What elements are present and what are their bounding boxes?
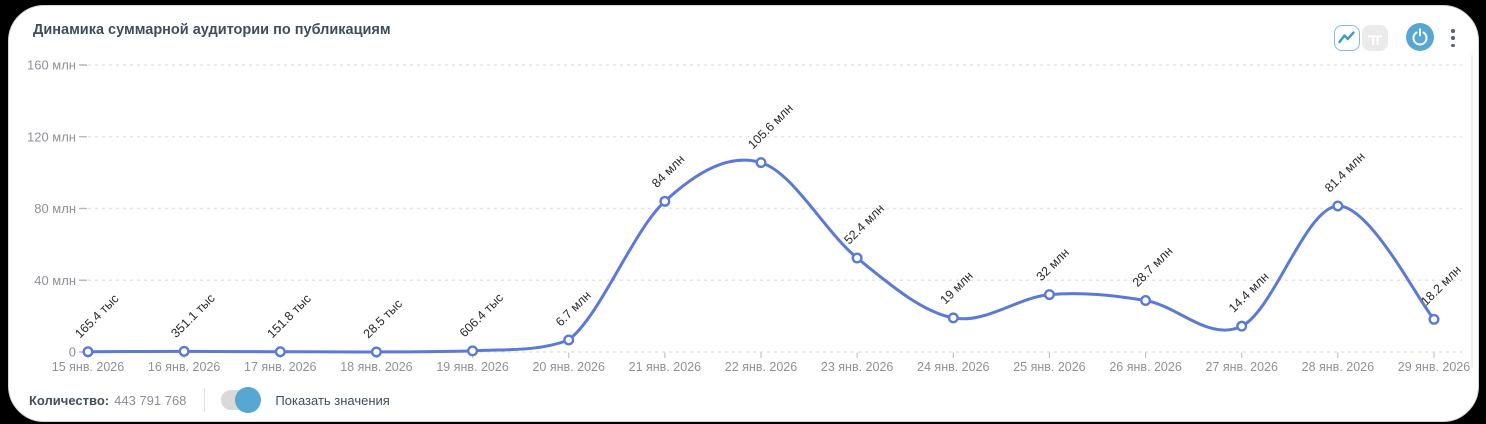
power-button[interactable] [1406, 23, 1434, 51]
data-point[interactable] [370, 346, 382, 358]
data-point[interactable] [1236, 320, 1248, 332]
x-axis-label: 20 янв. 2026 [532, 360, 604, 374]
toggle-knob [235, 387, 262, 413]
data-point-label: 351.1 тыс [168, 291, 217, 340]
x-axis-label: 16 янв. 2026 [148, 360, 220, 374]
data-point[interactable] [274, 346, 286, 358]
x-axis-label: 26 янв. 2026 [1109, 360, 1181, 374]
data-point-label: 18.2 млн [1418, 263, 1464, 309]
kebab-dot [1451, 29, 1455, 33]
x-axis-label: 17 янв. 2026 [244, 360, 316, 374]
data-point[interactable] [178, 345, 190, 357]
x-axis-label: 19 янв. 2026 [436, 360, 508, 374]
x-axis-label: 15 янв. 2026 [52, 360, 124, 374]
y-axis-label: 160 млн [27, 58, 76, 73]
data-point-label: 165.4 тыс [72, 292, 121, 341]
x-axis-label: 23 янв. 2026 [821, 360, 893, 374]
data-point-label: 52.4 млн [841, 201, 887, 247]
data-point[interactable] [1428, 313, 1440, 325]
data-point-label: 606.4 тыс [457, 291, 506, 340]
x-axis-label: 22 янв. 2026 [725, 360, 797, 374]
data-point-label: 81.4 млн [1322, 149, 1368, 195]
x-axis-label: 18 янв. 2026 [340, 360, 412, 374]
footer-divider [204, 388, 206, 412]
data-point[interactable] [563, 334, 575, 346]
data-point-label: 19 млн [938, 269, 976, 307]
data-point[interactable] [947, 312, 959, 324]
table-view-button[interactable] [1362, 25, 1388, 51]
x-axis-label: 27 янв. 2026 [1205, 360, 1277, 374]
data-point-label: 28.5 тыс [361, 297, 405, 341]
y-axis-label: 0 [69, 345, 76, 360]
show-values-label: Показать значения [275, 392, 390, 408]
x-axis-label: 29 янв. 2026 [1398, 360, 1470, 374]
x-axis-label: 25 янв. 2026 [1013, 360, 1085, 374]
y-axis-label: 40 млн [34, 273, 76, 288]
data-point[interactable] [467, 345, 479, 357]
table-icon [1368, 31, 1382, 45]
x-axis-label: 24 янв. 2026 [917, 360, 989, 374]
data-point[interactable] [1140, 295, 1152, 307]
y-axis-label: 120 млн [27, 129, 76, 144]
data-point[interactable] [1043, 289, 1055, 301]
data-point-label: 32 млн [1034, 245, 1072, 283]
page-title: Динамика суммарной аудитории по публикац… [33, 22, 391, 38]
kebab-menu-button[interactable] [1447, 29, 1459, 47]
x-axis-label: 28 янв. 2026 [1302, 360, 1374, 374]
data-point-label: 105.6 млн [745, 101, 796, 152]
data-point-label: 28.7 млн [1130, 244, 1176, 290]
chart-view-button[interactable] [1334, 25, 1360, 51]
chart-footer: Количество: 443 791 768 Показать значени… [29, 387, 390, 413]
audience-line-chart: 0 40 млн 80 млн 120 млн 160 млн 15 янв. 2026 1… [27, 55, 1473, 374]
kebab-dot [1451, 43, 1455, 47]
data-point[interactable] [1332, 200, 1344, 212]
x-axis-label: 21 янв. 2026 [629, 360, 701, 374]
data-point-label: 6.7 млн [553, 288, 594, 329]
kebab-dot [1451, 36, 1455, 40]
data-point[interactable] [851, 252, 863, 264]
data-point[interactable] [755, 157, 767, 169]
data-point[interactable] [659, 195, 671, 207]
line-chart-icon [1338, 31, 1355, 44]
data-point-label: 151.8 тыс [265, 292, 314, 341]
data-point-label: 84 млн [649, 152, 687, 190]
power-icon [1412, 28, 1428, 46]
data-point-label: 14.4 млн [1226, 270, 1272, 316]
data-point[interactable] [82, 346, 94, 358]
count-value: 443 791 768 [114, 392, 187, 408]
count-label: Количество: [29, 392, 110, 408]
y-axis-label: 80 млн [34, 201, 76, 216]
audience-dynamics-card: 0 40 млн 80 млн 120 млн 160 млн 15 янв. 2026 1… [8, 5, 1479, 422]
show-values-toggle[interactable] [221, 387, 262, 413]
